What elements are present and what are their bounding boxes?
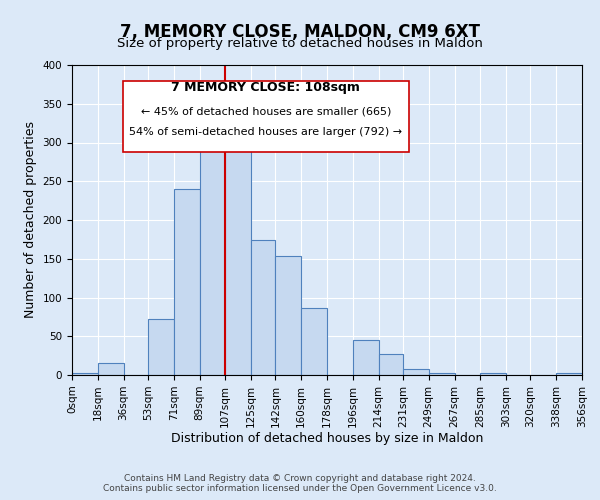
Bar [174, 189, 199, 375]
Text: 54% of semi-detached houses are larger (792) →: 54% of semi-detached houses are larger (… [129, 127, 403, 137]
Bar [98, 362, 124, 375]
Bar [275, 256, 301, 375]
Text: 7, MEMORY CLOSE, MALDON, CM9 6XT: 7, MEMORY CLOSE, MALDON, CM9 6XT [120, 22, 480, 40]
Bar [480, 372, 506, 375]
Text: 7 MEMORY CLOSE: 108sqm: 7 MEMORY CLOSE: 108sqm [172, 82, 360, 94]
Bar [403, 369, 429, 375]
Text: Size of property relative to detached houses in Maldon: Size of property relative to detached ho… [117, 38, 483, 51]
Y-axis label: Number of detached properties: Number of detached properties [24, 122, 37, 318]
Bar [301, 308, 327, 375]
Bar [199, 116, 225, 375]
Bar [148, 319, 174, 375]
Bar [353, 340, 379, 375]
Text: Contains public sector information licensed under the Open Government Licence v3: Contains public sector information licen… [103, 484, 497, 493]
Bar [225, 138, 251, 375]
Text: ← 45% of detached houses are smaller (665): ← 45% of detached houses are smaller (66… [140, 106, 391, 116]
Text: Contains HM Land Registry data © Crown copyright and database right 2024.: Contains HM Land Registry data © Crown c… [124, 474, 476, 483]
X-axis label: Distribution of detached houses by size in Maldon: Distribution of detached houses by size … [171, 432, 483, 446]
Bar [556, 374, 582, 375]
Bar [72, 372, 98, 375]
FancyBboxPatch shape [123, 80, 409, 152]
Bar [429, 372, 455, 375]
Bar [251, 240, 275, 375]
Bar [379, 354, 403, 375]
